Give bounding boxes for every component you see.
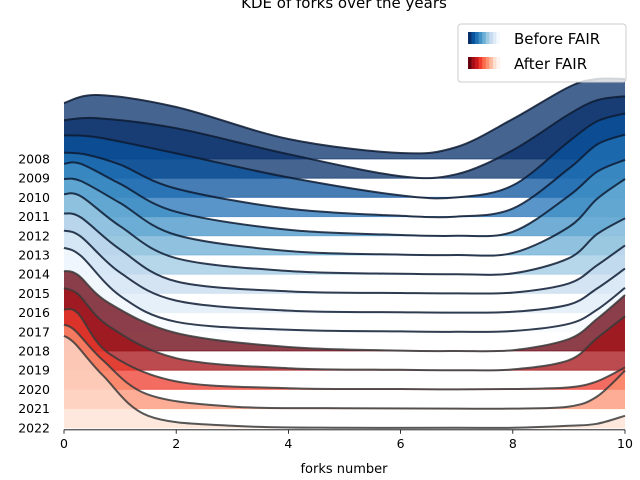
x-tick-label-8: 8 <box>509 436 517 451</box>
year-label-2016: 2016 <box>18 305 50 320</box>
year-label-2009: 2009 <box>18 171 50 186</box>
year-label-2020: 2020 <box>18 382 50 397</box>
x-tick-label-6: 6 <box>397 436 405 451</box>
legend-swatch-segment <box>471 57 476 69</box>
x-tick-label-2: 2 <box>172 436 180 451</box>
legend-swatch-segment <box>489 32 494 44</box>
year-label-2017: 2017 <box>18 324 50 339</box>
chart-title: KDE of forks over the years <box>241 0 447 12</box>
ridge-line-2009 <box>63 95 626 180</box>
ridge-line-2012 <box>63 158 626 238</box>
legend-swatch-segment <box>489 57 494 69</box>
ridge-area-2011 <box>64 134 625 218</box>
legend-swatch-segment <box>475 57 479 69</box>
legend-swatch-segment <box>492 32 497 44</box>
ridge-line-2015 <box>63 212 626 295</box>
ridge-line-2022 <box>63 334 626 429</box>
year-labels: 2008 2009 2010 2011 2012 2013 2014 2015 2016 2017… <box>18 152 50 436</box>
x-tick-label-4: 4 <box>284 436 292 451</box>
ridge-line-2016 <box>63 229 626 314</box>
year-label-2012: 2012 <box>18 228 50 243</box>
ridge-line-2010 <box>63 112 626 200</box>
legend-swatch-after <box>468 57 501 69</box>
legend-label-after: After FAIR <box>514 55 587 73</box>
legend-swatch-before <box>468 32 501 44</box>
x-axis-label: forks number <box>300 462 388 477</box>
ridge-line-2017 <box>63 246 626 333</box>
year-label-2014: 2014 <box>18 267 50 282</box>
legend-swatch-segment <box>496 32 501 44</box>
legend-swatch-segment <box>468 57 472 69</box>
year-label-2019: 2019 <box>18 363 50 378</box>
legend-swatch-segment <box>478 57 483 69</box>
ridge-area-2009 <box>64 96 625 179</box>
legend-swatch-segment <box>468 32 472 44</box>
x-tick-label-0: 0 <box>60 436 68 451</box>
ridge-line-2013 <box>63 177 626 257</box>
legend-label-before: Before FAIR <box>514 30 600 48</box>
legend-swatch-segment <box>485 57 490 69</box>
year-label-2011: 2011 <box>18 209 50 224</box>
legend-swatch-segment <box>492 57 497 69</box>
year-label-2021: 2021 <box>18 401 50 416</box>
ridge-line-2011 <box>63 133 626 219</box>
year-label-2015: 2015 <box>18 286 50 301</box>
ridge-area-2010 <box>64 113 625 199</box>
legend-swatch-segment <box>482 57 487 69</box>
legend-swatch-segment <box>475 32 479 44</box>
year-label-2018: 2018 <box>18 344 50 359</box>
ridge-line-2018 <box>63 270 626 353</box>
ridge-line-2019 <box>63 287 626 372</box>
ridge-line-2020 <box>63 307 626 391</box>
ridge-area-2022 <box>64 335 625 428</box>
legend-swatch-segment <box>496 57 501 69</box>
ridge-line-2021 <box>63 323 626 410</box>
x-axis: 0 2 4 6 8 10 <box>60 429 633 451</box>
ridge-2022 <box>63 334 626 429</box>
year-label-2008: 2008 <box>18 152 50 167</box>
legend-swatch-segment <box>478 32 483 44</box>
year-label-2010: 2010 <box>18 190 50 205</box>
legend-swatch-segment <box>482 32 487 44</box>
ridge-line-2014 <box>63 192 626 276</box>
legend-swatch-segment <box>485 32 490 44</box>
legend: Before FAIR After FAIR <box>457 23 627 83</box>
year-label-2022: 2022 <box>18 420 50 435</box>
x-tick-label-10: 10 <box>617 436 633 451</box>
legend-swatch-segment <box>471 32 476 44</box>
year-label-2013: 2013 <box>18 248 50 263</box>
ridge-fills <box>63 77 626 429</box>
